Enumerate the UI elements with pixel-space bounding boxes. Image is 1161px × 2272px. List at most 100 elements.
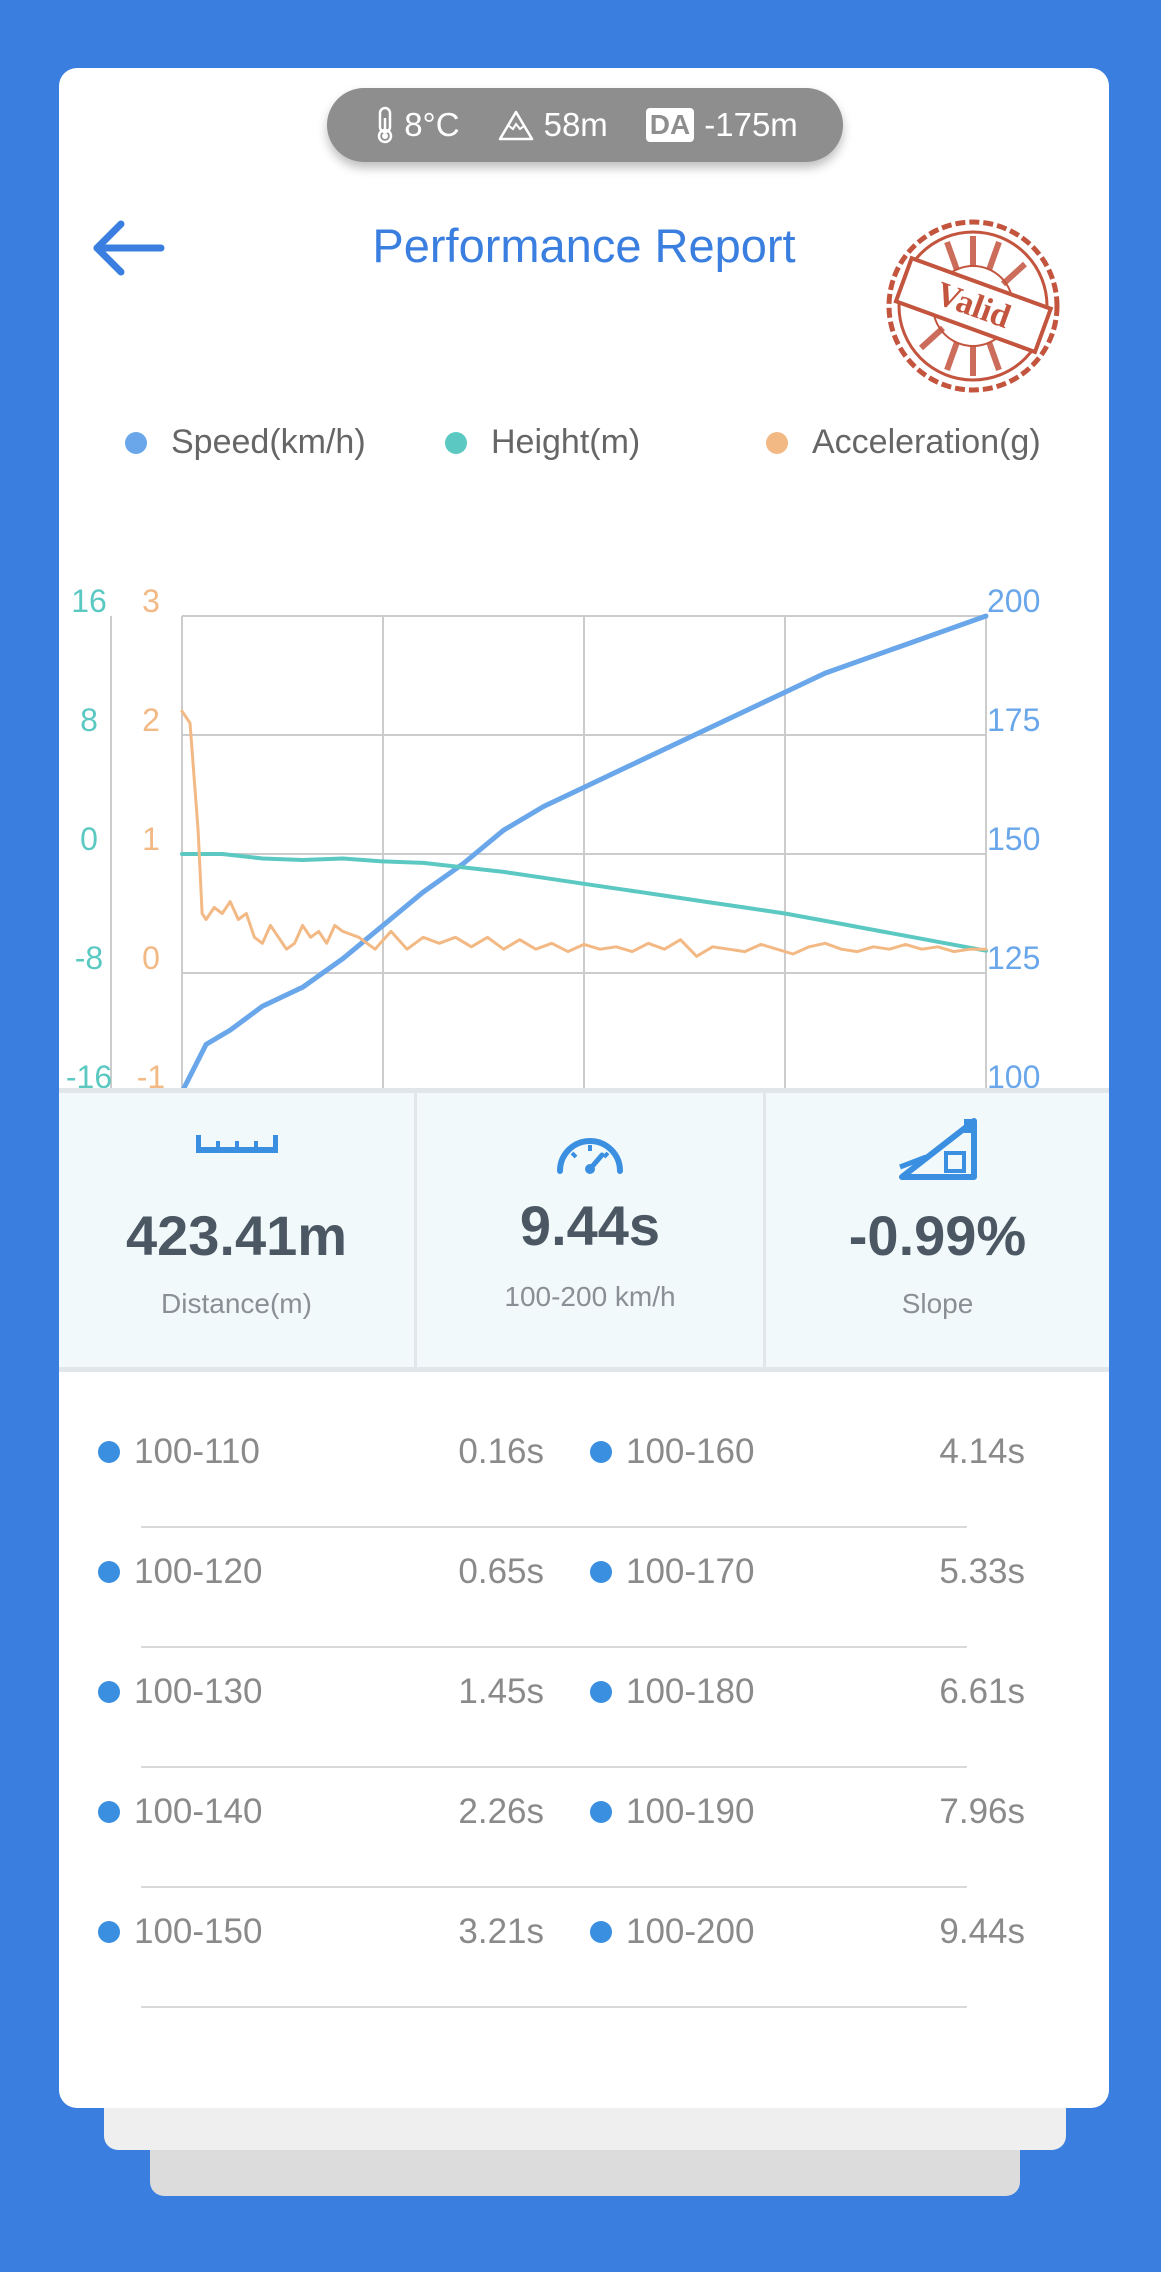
row-divider — [141, 1766, 967, 1768]
legend-dot-speed — [125, 431, 147, 454]
bullet-dot — [98, 1441, 120, 1463]
bullet-dot — [590, 1561, 612, 1583]
altitude-item: 58m — [498, 106, 608, 144]
split-time: 0.16s — [458, 1432, 544, 1471]
page-title: Performance Report — [372, 219, 796, 272]
time-value: 9.44s — [519, 1194, 661, 1257]
ruler-icon — [195, 1135, 278, 1153]
row-divider — [141, 1886, 967, 1888]
split-row: 100-120 0.65s 100-170 5.33s — [59, 1528, 1109, 1648]
bullet-dot — [98, 1681, 120, 1703]
split-left: 100-120 — [98, 1528, 262, 1616]
density-altitude-value: -175m — [704, 106, 798, 143]
da-badge: DA — [645, 108, 695, 142]
accel-tick-label: 3 — [142, 583, 160, 619]
split-time: 4.14s — [939, 1432, 1025, 1471]
legend-dot-acceleration — [766, 431, 788, 454]
temperature-item: 8°C — [372, 106, 460, 144]
split-right: 100-160 — [590, 1408, 754, 1496]
distance-label: Distance(m) — [161, 1288, 312, 1319]
split-time: 6.61s — [939, 1672, 1025, 1711]
height-tick-label: 16 — [71, 583, 107, 619]
bullet-dot — [590, 1921, 612, 1943]
bullet-dot — [98, 1801, 120, 1823]
valid-stamp: Valid — [886, 219, 1060, 393]
acceleration-series-line — [180, 709, 988, 958]
split-range: 100-160 — [626, 1432, 755, 1471]
split-time: 1.45s — [458, 1672, 544, 1711]
speed-tick-label: 175 — [987, 702, 1040, 738]
bullet-dot — [98, 1561, 120, 1583]
accel-tick-label: 2 — [142, 702, 160, 738]
stat-distance: 423.41m Distance(m) — [59, 1093, 414, 1367]
legend-label-height: Height(m) — [491, 423, 641, 461]
split-row: 100-150 3.21s 100-200 9.44s — [59, 1888, 1109, 2008]
split-row: 100-140 2.26s 100-190 7.96s — [59, 1768, 1109, 1888]
stats-divider — [763, 1093, 766, 1367]
split-time: 2.26s — [458, 1792, 544, 1831]
bullet-dot — [98, 1921, 120, 1943]
legend-label-speed: Speed(km/h) — [171, 423, 366, 461]
split-range: 100-170 — [626, 1552, 755, 1591]
split-time: 9.44s — [939, 1912, 1025, 1951]
height-series-line — [180, 852, 988, 953]
altitude-value: 58m — [543, 106, 608, 143]
legend-item-acceleration: Acceleration(g) — [766, 423, 1041, 462]
bullet-dot — [590, 1801, 612, 1823]
split-left: 100-110 — [98, 1408, 260, 1496]
split-right: 100-170 — [590, 1528, 754, 1616]
thermometer-icon — [377, 106, 393, 144]
split-range: 100-140 — [134, 1792, 263, 1831]
split-range: 100-150 — [134, 1912, 263, 1951]
temperature-value: 8°C — [404, 106, 460, 143]
slope-value: -0.99% — [848, 1204, 1027, 1267]
split-range: 100-180 — [626, 1672, 755, 1711]
split-range: 100-110 — [134, 1432, 260, 1471]
legend-label-acceleration: Acceleration(g) — [812, 423, 1041, 461]
density-altitude-item: DA -175m — [645, 106, 798, 144]
performance-report-card: 8°C 58m DA -175m Performance Report — [59, 68, 1109, 2108]
row-divider — [141, 1646, 967, 1648]
accel-tick-label: 0 — [142, 940, 160, 976]
split-right: 100-180 — [590, 1648, 754, 1736]
split-row: 100-110 0.16s 100-160 4.14s — [59, 1408, 1109, 1528]
mountain-icon — [498, 110, 533, 141]
bullet-dot — [590, 1441, 612, 1463]
legend-dot-height — [445, 431, 467, 454]
split-range: 100-190 — [626, 1792, 755, 1831]
split-range: 100-200 — [626, 1912, 755, 1951]
performance-chart: 16 8 0 -8 -16 3 2 1 0 -1 200 175 150 125 100 — [59, 508, 1109, 1108]
stats-panel: 423.41m Distance(m) 9.44s 100-200 km/h — [59, 1088, 1109, 1372]
back-button[interactable] — [89, 216, 165, 280]
stat-slope: -0.99% Slope — [766, 1093, 1109, 1367]
speed-tick-label: 125 — [987, 940, 1040, 976]
split-time: 3.21s — [458, 1912, 544, 1951]
split-time: 5.33s — [939, 1552, 1025, 1591]
slope-label: Slope — [901, 1288, 974, 1319]
split-range: 100-120 — [134, 1552, 263, 1591]
split-range: 100-130 — [134, 1672, 263, 1711]
split-left: 100-130 — [98, 1648, 262, 1736]
conditions-pill: 8°C 58m DA -175m — [327, 88, 843, 162]
stats-divider — [414, 1093, 417, 1367]
time-label: 100-200 km/h — [504, 1281, 676, 1312]
bullet-dot — [590, 1681, 612, 1703]
legend-item-speed: Speed(km/h) — [125, 423, 366, 462]
split-right: 100-200 — [590, 1888, 754, 1976]
split-row: 100-130 1.45s 100-180 6.61s — [59, 1648, 1109, 1768]
back-arrow-icon — [93, 220, 165, 276]
speed-tick-label: 200 — [987, 583, 1040, 619]
split-left: 100-150 — [98, 1888, 262, 1976]
height-tick-label: -8 — [75, 940, 103, 976]
split-right: 100-190 — [590, 1768, 754, 1856]
split-left: 100-140 — [98, 1768, 262, 1856]
slope-icon — [898, 1118, 977, 1180]
accel-tick-label: 1 — [142, 821, 160, 857]
stat-time: 9.44s 100-200 km/h — [417, 1093, 763, 1367]
height-tick-label: 0 — [80, 821, 98, 857]
speed-tick-label: 150 — [987, 821, 1040, 857]
distance-value: 423.41m — [125, 1204, 348, 1267]
speedometer-icon — [557, 1138, 623, 1174]
speed-series-line — [179, 613, 989, 1095]
